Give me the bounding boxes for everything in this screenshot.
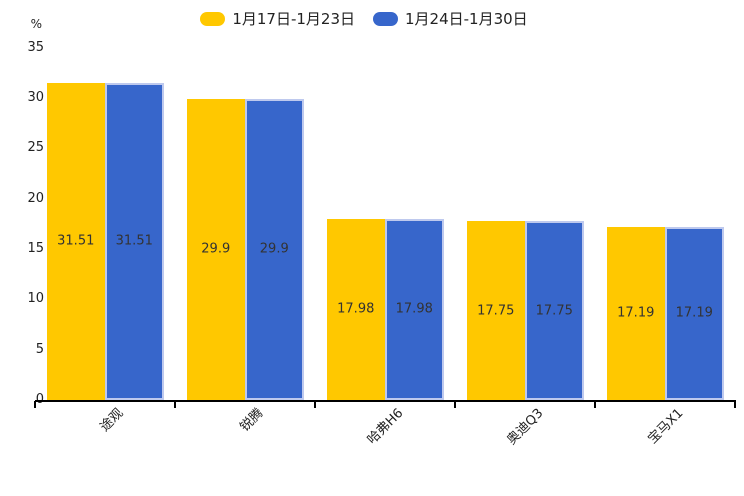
x-axis-line xyxy=(35,400,736,402)
x-axis-tick xyxy=(174,401,176,408)
bar-value-label-series2-cat5: 17.19 xyxy=(675,305,713,321)
x-axis-label-cat1: 途观 xyxy=(97,405,127,435)
bar-value-label-series1-cat3: 17.98 xyxy=(337,301,375,317)
legend-label-series2: 1月24日-1月30日 xyxy=(405,10,528,28)
y-tick-label-15: 15 xyxy=(27,240,44,256)
bar-value-label-series2-cat3: 17.98 xyxy=(395,301,433,317)
bar-value-label-series2-cat1: 31.51 xyxy=(115,233,153,249)
legend: 1月17日-1月23日 1月24日-1月30日 xyxy=(0,8,736,29)
y-tick-label-20: 20 xyxy=(27,190,44,206)
bar-value-label-series2-cat2: 29.9 xyxy=(259,241,289,257)
bar-series2-cat4 xyxy=(525,221,584,400)
bar-series2-cat5 xyxy=(665,226,724,400)
x-axis-label-cat4: 奥迪Q3 xyxy=(504,405,547,448)
y-axis-unit-label: % xyxy=(30,17,42,31)
y-tick-label-35: 35 xyxy=(27,39,44,55)
legend-swatch-series1 xyxy=(200,11,226,26)
y-tick-label-10: 10 xyxy=(27,291,44,307)
bar-value-label-series1-cat4: 17.75 xyxy=(477,303,515,319)
legend-item-series2[interactable]: 1月24日-1月30日 xyxy=(373,8,528,29)
bar-value-label-series1-cat1: 31.51 xyxy=(57,233,95,249)
legend-label-series1: 1月17日-1月23日 xyxy=(232,10,355,28)
legend-item-series1[interactable]: 1月17日-1月23日 xyxy=(200,8,355,29)
bar-series2-cat1 xyxy=(105,82,164,400)
x-axis-label-cat2: 锐腾 xyxy=(237,405,267,435)
bar-series1-cat4 xyxy=(466,221,525,400)
bar-series2-cat2 xyxy=(245,98,304,400)
bar-value-label-series2-cat4: 17.75 xyxy=(535,303,573,319)
x-axis-label-cat3: 哈弗H6 xyxy=(364,405,407,448)
x-axis-tick xyxy=(454,401,456,408)
bar-series1-cat2 xyxy=(186,98,245,400)
bar-value-label-series1-cat2: 29.9 xyxy=(201,241,231,257)
legend-swatch-series2 xyxy=(373,11,398,26)
bar-series1-cat5 xyxy=(606,226,665,400)
x-axis-label-cat5: 宝马X1 xyxy=(645,405,687,447)
x-axis-tick xyxy=(34,401,36,408)
y-tick-label-30: 30 xyxy=(27,89,44,105)
x-axis-tick xyxy=(734,401,736,408)
bar-series2-cat3 xyxy=(385,218,444,400)
bar-value-label-series1-cat5: 17.19 xyxy=(617,305,655,321)
y-tick-label-5: 5 xyxy=(35,341,44,357)
y-tick-label-0: 0 xyxy=(12,392,44,408)
y-tick-label-25: 25 xyxy=(27,140,44,156)
bar-series1-cat3 xyxy=(326,218,385,400)
x-axis-tick xyxy=(594,401,596,408)
x-axis-tick xyxy=(314,401,316,408)
bar-series1-cat1 xyxy=(46,82,105,400)
